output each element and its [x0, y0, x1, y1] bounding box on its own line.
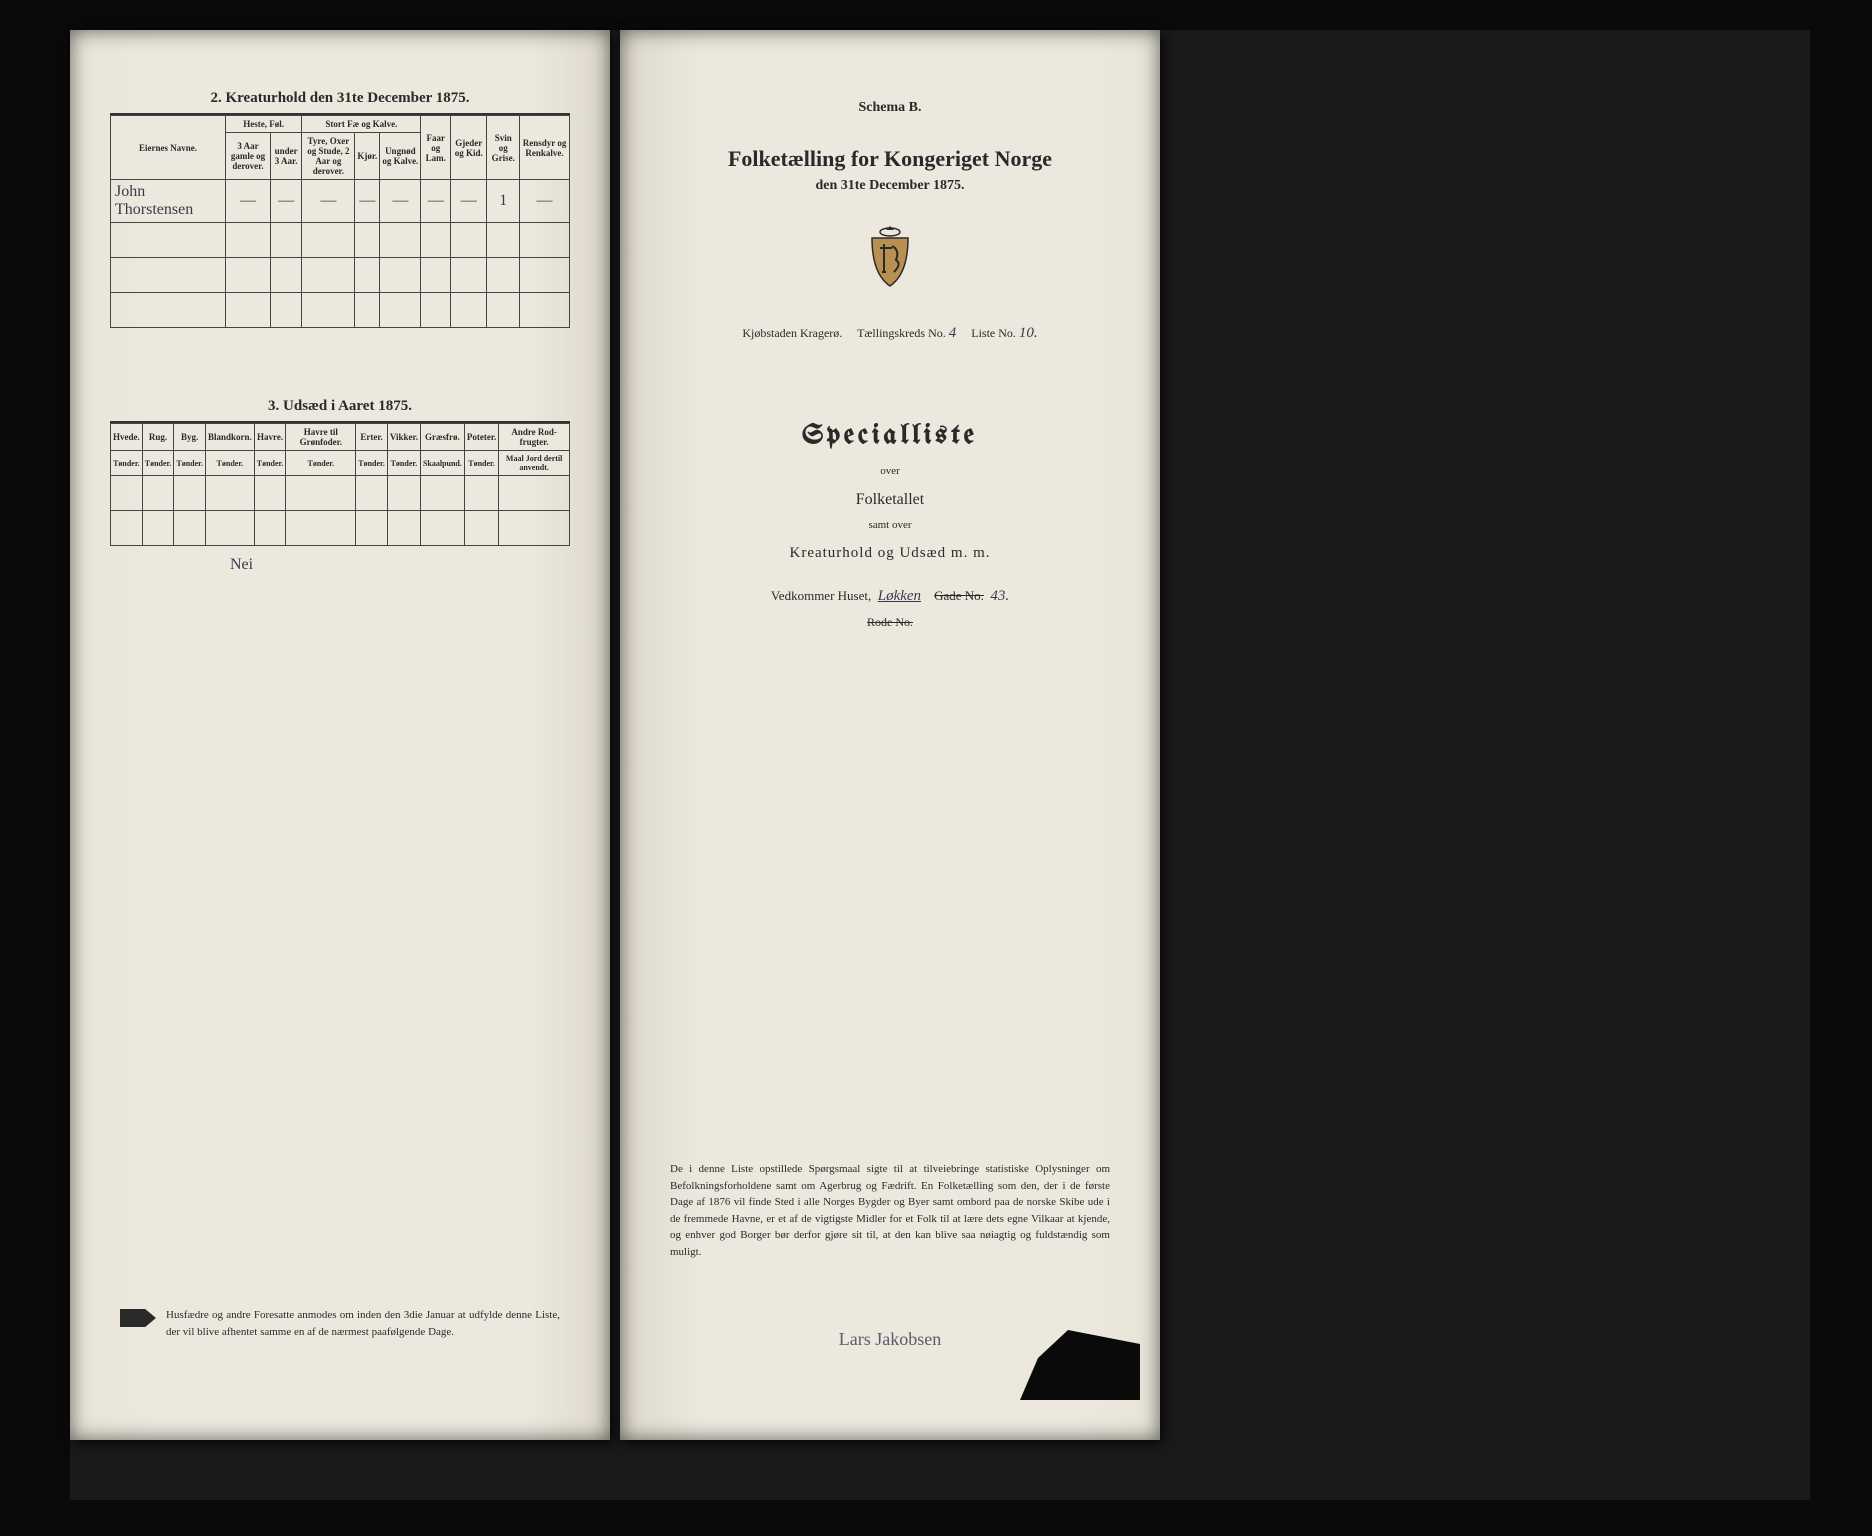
- cell: —: [355, 180, 380, 223]
- unit: Tønder.: [286, 451, 356, 476]
- col-owner: Eiernes Navne.: [111, 116, 226, 180]
- section3-title: 3. Udsæd i Aaret 1875.: [110, 398, 570, 415]
- left-page: 2. Kreaturhold den 31te December 1875. E…: [70, 30, 610, 1440]
- unit: Tønder.: [387, 451, 420, 476]
- cell: —: [302, 180, 355, 223]
- gade-label: Gade No.: [934, 588, 984, 603]
- coat-of-arms-icon: [660, 224, 1120, 295]
- folketallet-label: Folketallet: [660, 491, 1120, 509]
- col: Rug.: [142, 424, 174, 451]
- col: Havre.: [254, 424, 286, 451]
- col: Erter.: [356, 424, 388, 451]
- table-row: [111, 511, 570, 546]
- census-title: Folketælling for Kongeriget Norge: [660, 146, 1120, 172]
- cell: —: [226, 180, 271, 223]
- town-label: Kjøbstaden Kragerø.: [742, 326, 842, 340]
- col-c3: Ungnød og Kalve.: [380, 133, 421, 180]
- unit: Maal Jord dertil anvendt.: [499, 451, 570, 476]
- col-c2: Kjør.: [355, 133, 380, 180]
- owner-name: John Thorstensen: [111, 180, 226, 223]
- col-h1: 3 Aar gamle og derover.: [226, 133, 271, 180]
- table-row: [111, 258, 570, 293]
- col: Poteter.: [464, 424, 498, 451]
- district-no: 4: [949, 325, 957, 342]
- list-no: 10.: [1019, 325, 1038, 342]
- list-label: Liste No.: [971, 326, 1016, 340]
- district-label: Tællingskreds No.: [857, 326, 946, 340]
- house-label: Vedkommer Huset,: [771, 588, 871, 603]
- col-sheep: Faar og Lam.: [421, 116, 451, 180]
- cell: —: [421, 180, 451, 223]
- schema-label: Schema B.: [660, 100, 1120, 116]
- rode-line: Rode No.: [660, 615, 1120, 630]
- col: Havre til Grønfoder.: [286, 424, 356, 451]
- table-row: [111, 476, 570, 511]
- right-page: Schema B. Folketælling for Kongeriget No…: [620, 30, 1160, 1440]
- house-line: Vedkommer Huset, Løkken Gade No. 43.: [660, 588, 1120, 605]
- pointer-icon: [120, 1309, 156, 1327]
- kreaturhold-label: Kreaturhold og Udsæd m. m.: [660, 545, 1120, 562]
- book-spread: 2. Kreaturhold den 31te December 1875. E…: [70, 30, 1810, 1500]
- seed-table: Hvede. Rug. Byg. Blandkorn. Havre. Havre…: [110, 423, 570, 546]
- handwritten-note: Nei: [230, 556, 570, 574]
- col-c1: Tyre, Oxer og Stude, 2 Aar og derover.: [302, 133, 355, 180]
- unit: Tønder.: [254, 451, 286, 476]
- cell: —: [451, 180, 487, 223]
- col: Græsfrø.: [420, 424, 464, 451]
- unit: Tønder.: [464, 451, 498, 476]
- col: Byg.: [174, 424, 206, 451]
- specialliste-title: Specialliste: [660, 422, 1120, 451]
- col: Hvede.: [111, 424, 143, 451]
- footer-text: Husfædre og andre Foresatte anmodes om i…: [166, 1307, 560, 1340]
- unit: Tønder.: [205, 451, 254, 476]
- col: Blandkorn.: [205, 424, 254, 451]
- table-row: [111, 223, 570, 258]
- meta-line: Kjøbstaden Kragerø. Tællingskreds No. 4 …: [660, 325, 1120, 342]
- col-reindeer: Rensdyr og Renkalve.: [520, 116, 570, 180]
- livestock-table: Eiernes Navne. Heste, Føl. Stort Fæ og K…: [110, 115, 570, 328]
- col-horses: Heste, Føl.: [226, 116, 302, 133]
- col-h2: under 3 Aar.: [270, 133, 301, 180]
- col-goats: Gjeder og Kid.: [451, 116, 487, 180]
- unit: Tønder.: [142, 451, 174, 476]
- section2-title: 2. Kreaturhold den 31te December 1875.: [110, 90, 570, 107]
- col-cattle: Stort Fæ og Kalve.: [302, 116, 421, 133]
- cell: —: [270, 180, 301, 223]
- over-label: over: [660, 465, 1120, 477]
- unit: Skaalpund.: [420, 451, 464, 476]
- table-row: John Thorstensen — — — — — — — 1 —: [111, 180, 570, 223]
- house-name: Løkken: [878, 588, 921, 605]
- unit: Tønder.: [356, 451, 388, 476]
- col: Andre Rod-frugter.: [499, 424, 570, 451]
- col: Vikker.: [387, 424, 420, 451]
- col-pigs: Svin og Grise.: [487, 116, 520, 180]
- unit: Tønder.: [111, 451, 143, 476]
- unit: Tønder.: [174, 451, 206, 476]
- table-row: [111, 293, 570, 328]
- footer-note-left: Husfædre og andre Foresatte anmodes om i…: [120, 1307, 560, 1340]
- gade-no: 43.: [990, 588, 1009, 605]
- census-date: den 31te December 1875.: [660, 178, 1120, 194]
- cell: —: [520, 180, 570, 223]
- footer-note-right: De i denne Liste opstillede Spørgsmaal s…: [670, 1161, 1110, 1260]
- samt-over-label: samt over: [660, 519, 1120, 531]
- cell: 1: [487, 180, 520, 223]
- cell: —: [380, 180, 421, 223]
